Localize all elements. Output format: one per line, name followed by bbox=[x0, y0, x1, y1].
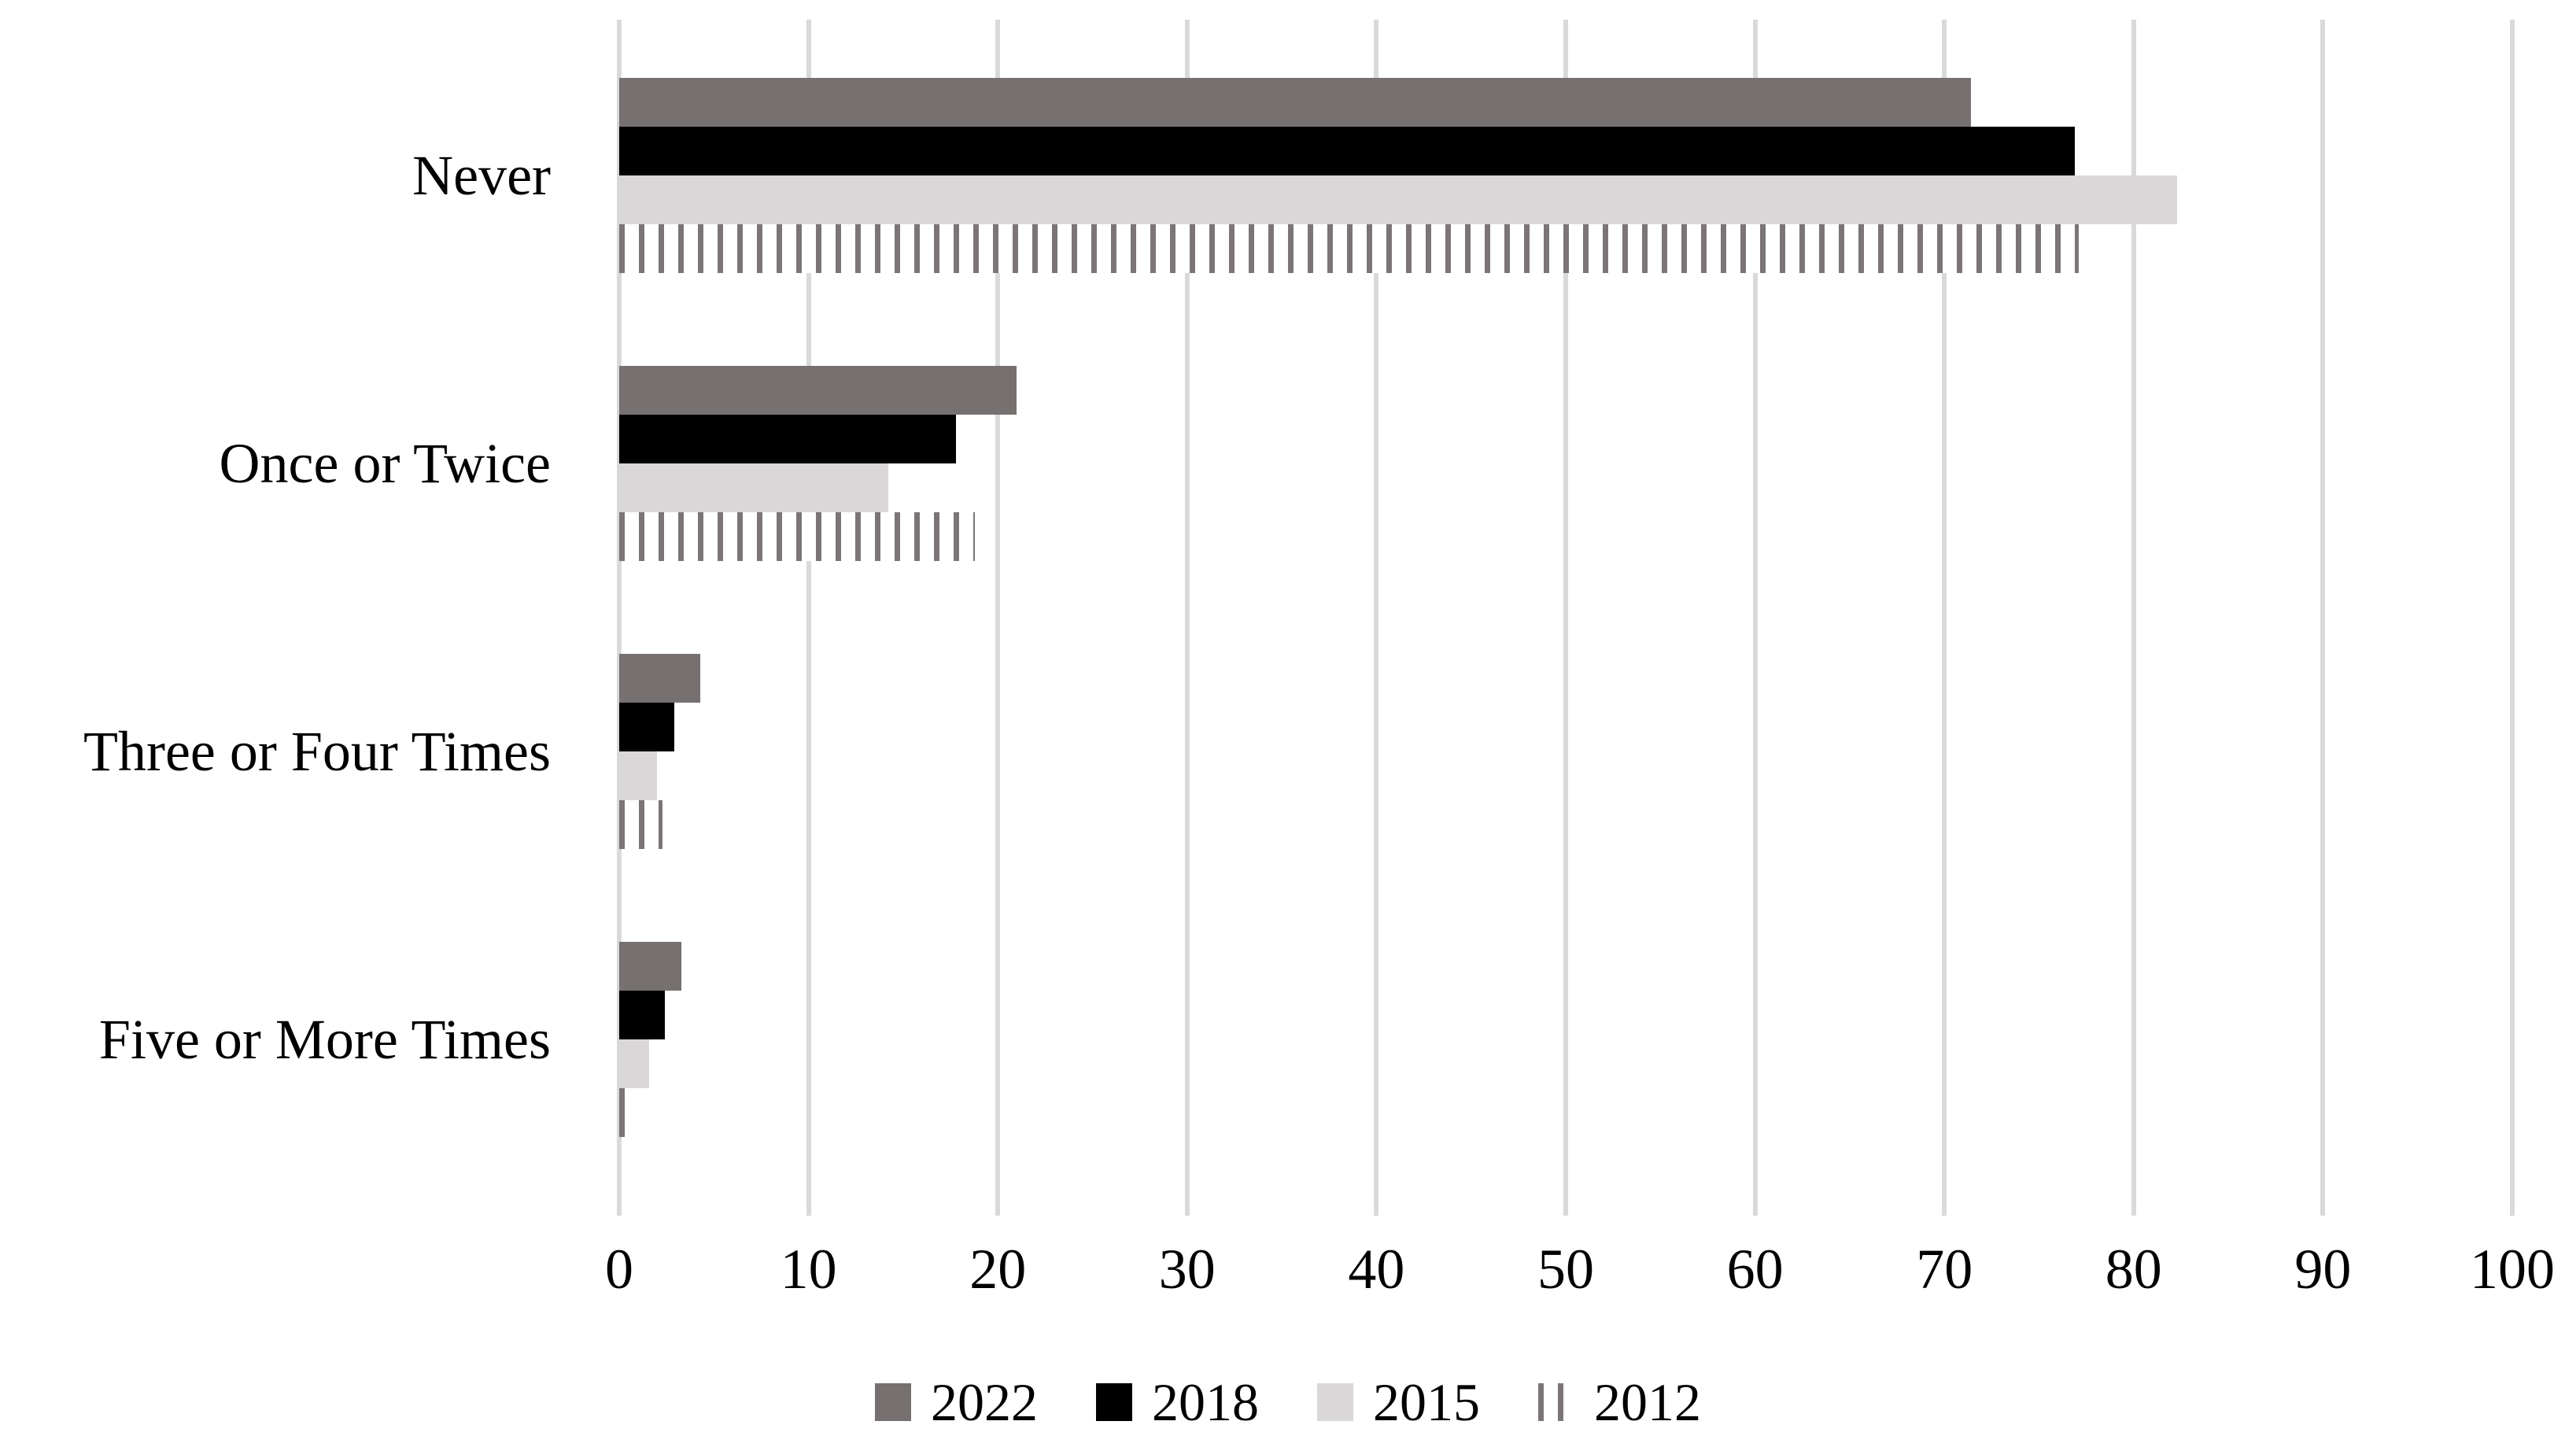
legend-label-2012: 2012 bbox=[1594, 1372, 1701, 1432]
legend-item-2015: 2015 bbox=[1317, 1375, 1480, 1429]
legend-item-2022: 2022 bbox=[875, 1375, 1038, 1429]
gridline-70 bbox=[1942, 20, 1947, 1216]
gridline-10 bbox=[806, 20, 811, 1216]
x-tick-label-100: 100 bbox=[2470, 1238, 2555, 1301]
gridline-20 bbox=[995, 20, 1001, 1216]
x-tick-label-90: 90 bbox=[2294, 1238, 2352, 1301]
bar-2018-once-or-twice bbox=[619, 415, 957, 463]
bar-2018-never bbox=[619, 127, 2076, 175]
x-tick-label-0: 0 bbox=[605, 1238, 633, 1301]
bar-2015-once-or-twice bbox=[619, 463, 888, 512]
gridline-30 bbox=[1184, 20, 1190, 1216]
bar-2015-three-or-four-times bbox=[619, 751, 658, 800]
bar-2022-never bbox=[619, 78, 1971, 127]
category-label: Five or More Times bbox=[98, 1007, 551, 1071]
x-tick-label-70: 70 bbox=[1916, 1238, 1973, 1301]
bar-2012-three-or-four-times bbox=[619, 800, 663, 849]
legend: 2022 2018 2015 2012 bbox=[0, 1375, 2576, 1429]
category-axis: Never Once or Twice Three or Four Times Fiv… bbox=[0, 31, 551, 1183]
x-tick-label-20: 20 bbox=[969, 1238, 1027, 1301]
gridline-100 bbox=[2510, 20, 2515, 1216]
legend-item-2012: 2012 bbox=[1538, 1375, 1701, 1429]
bar-2022-three-or-four-times bbox=[619, 654, 701, 703]
legend-label-2022: 2022 bbox=[931, 1372, 1038, 1432]
bar-2012-never bbox=[619, 224, 2080, 273]
bar-2015-never bbox=[619, 175, 2178, 224]
bar-2022-once-or-twice bbox=[619, 366, 1017, 415]
legend-item-2018: 2018 bbox=[1096, 1375, 1259, 1429]
legend-label-2018: 2018 bbox=[1152, 1372, 1259, 1432]
category-label: Once or Twice bbox=[219, 431, 551, 495]
category-label: Three or Four Times bbox=[83, 719, 551, 783]
category-row-five-or-more-times bbox=[619, 895, 2512, 1183]
bar-2015-five-or-more-times bbox=[619, 1039, 650, 1088]
bar-2018-three-or-four-times bbox=[619, 703, 674, 751]
x-axis: 0 10 20 30 40 50 60 70 80 90 100 bbox=[605, 1237, 2555, 1316]
category-label: Never bbox=[412, 143, 551, 207]
gridline-40 bbox=[1374, 20, 1379, 1216]
category-row-three-or-four-times bbox=[619, 607, 2512, 895]
bar-2012-once-or-twice bbox=[619, 512, 976, 561]
legend-label-2015: 2015 bbox=[1373, 1372, 1480, 1432]
legend-swatch-2015 bbox=[1317, 1383, 1353, 1421]
gridline-90 bbox=[2320, 20, 2326, 1216]
gridline-0 bbox=[617, 20, 622, 1216]
legend-swatch-2012 bbox=[1538, 1383, 1574, 1421]
x-tick-label-10: 10 bbox=[780, 1238, 837, 1301]
x-tick-label-50: 50 bbox=[1537, 1238, 1594, 1301]
x-tick-label-80: 80 bbox=[2105, 1238, 2162, 1301]
plot-area bbox=[619, 31, 2512, 1183]
bar-2012-five-or-more-times bbox=[619, 1088, 627, 1137]
gridline-50 bbox=[1563, 20, 1568, 1216]
x-tick-label-40: 40 bbox=[1348, 1238, 1405, 1301]
category-row-once-or-twice bbox=[619, 319, 2512, 607]
bar-2022-five-or-more-times bbox=[619, 942, 682, 991]
legend-swatch-2022 bbox=[875, 1383, 911, 1421]
gridline-60 bbox=[1752, 20, 1758, 1216]
x-tick-label-30: 30 bbox=[1158, 1238, 1216, 1301]
category-row-never bbox=[619, 31, 2512, 319]
bar-2018-five-or-more-times bbox=[619, 991, 665, 1039]
legend-swatch-2018 bbox=[1096, 1383, 1132, 1421]
gridline-80 bbox=[2131, 20, 2136, 1216]
x-tick-label-60: 60 bbox=[1726, 1238, 1784, 1301]
gridlines bbox=[617, 20, 2515, 1216]
